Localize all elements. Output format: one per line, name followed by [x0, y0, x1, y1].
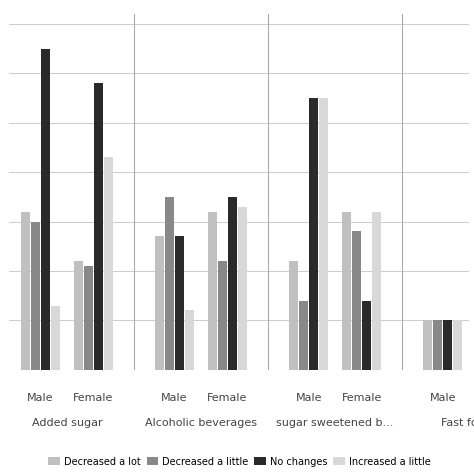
Bar — [299, 301, 308, 370]
Bar — [84, 266, 93, 370]
Bar — [51, 306, 60, 370]
Bar — [228, 197, 237, 370]
Text: Fast foods: Fast foods — [441, 418, 474, 428]
Text: Added sugar: Added sugar — [32, 418, 102, 428]
Bar — [165, 197, 174, 370]
Text: Alcoholic beverages: Alcoholic beverages — [145, 418, 257, 428]
Bar — [41, 49, 50, 370]
Bar — [94, 83, 103, 370]
Text: Female: Female — [341, 393, 382, 403]
Bar — [309, 98, 319, 370]
Text: Male: Male — [161, 393, 188, 403]
Bar — [362, 301, 371, 370]
Text: Female: Female — [73, 393, 114, 403]
Legend: Decreased a lot, Decreased a little, No changes, Increased a little: Decreased a lot, Decreased a little, No … — [45, 453, 434, 471]
Bar — [238, 207, 247, 370]
Bar — [423, 320, 432, 370]
Bar — [218, 261, 227, 370]
Bar — [443, 320, 452, 370]
Text: Female: Female — [207, 393, 248, 403]
Bar — [208, 212, 217, 370]
Bar — [289, 261, 298, 370]
Bar — [352, 231, 361, 370]
Text: Male: Male — [429, 393, 456, 403]
Bar — [74, 261, 83, 370]
Bar — [175, 237, 184, 370]
Text: Male: Male — [295, 393, 322, 403]
Bar — [453, 320, 462, 370]
Bar — [319, 98, 328, 370]
Text: Male: Male — [27, 393, 54, 403]
Bar — [372, 212, 381, 370]
Bar — [155, 237, 164, 370]
Bar — [31, 222, 40, 370]
Bar — [104, 157, 113, 370]
Bar — [21, 212, 30, 370]
Bar — [342, 212, 351, 370]
Bar — [185, 310, 194, 370]
Bar — [433, 320, 442, 370]
Text: sugar sweetened b...: sugar sweetened b... — [276, 418, 394, 428]
